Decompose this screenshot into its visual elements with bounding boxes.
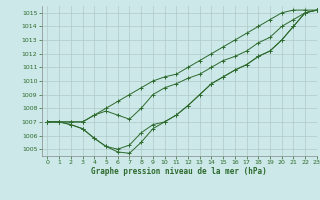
X-axis label: Graphe pression niveau de la mer (hPa): Graphe pression niveau de la mer (hPa) [91,167,267,176]
